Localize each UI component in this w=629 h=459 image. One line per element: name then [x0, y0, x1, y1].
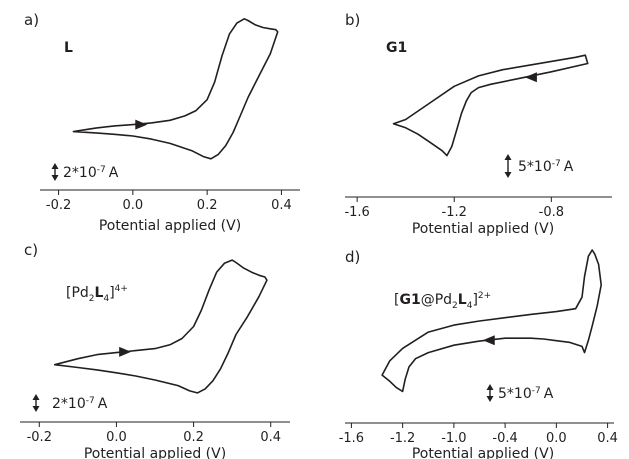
panel-a-scale-label: 2*10-7 A — [63, 165, 119, 181]
panel-d-scale-arrow-down — [486, 396, 494, 402]
panel-c-cv-trace — [53, 259, 268, 394]
panel-d-compound-post-sub: 4 — [467, 301, 473, 311]
panel-b-letter: b) — [345, 11, 360, 29]
panel-a-compound: L — [64, 40, 73, 56]
panel-d-bracket-open: [ — [394, 292, 399, 308]
panel-d-scale-label: 5*10-7 A — [498, 386, 554, 402]
panel-d-cv-trace — [381, 249, 602, 393]
panel-c-letter: c) — [24, 241, 38, 259]
panel-b-tick-label: -1.6 — [344, 205, 369, 220]
panel-c-scan-arrow — [119, 346, 132, 357]
panel-c-scale-exp: -7 — [86, 396, 95, 406]
panel-c-scale-value: 2*10 — [52, 396, 86, 412]
panel-b-plot: -1.6 -1.2 -0.8 — [344, 54, 612, 220]
panel-d-scale-exp: -7 — [532, 386, 541, 396]
panel-d-tick-label: 0.0 — [546, 431, 567, 446]
panel-c-tick-label: 0.4 — [260, 430, 281, 445]
panel-c-tick-label: 0.0 — [106, 430, 127, 445]
panel-a-xlabel: Potential applied (V) — [99, 218, 241, 234]
panel-d-scale-value: 5*10 — [498, 386, 532, 402]
panel-a-scale-value: 2*10 — [63, 165, 97, 181]
panel-a-scale-unit: A — [109, 165, 119, 181]
panel-a-tick-label: 0.0 — [123, 198, 144, 213]
panel-b-xlabel: Potential applied (V) — [412, 221, 554, 237]
panel-c-scale-label: 2*10-7 A — [52, 396, 108, 412]
panel-d-tick-label: -0.4 — [492, 431, 517, 446]
panel-c-plot: -0.2 0.0 0.2 0.4 — [20, 259, 290, 445]
panel-b-scale-arrow-down — [504, 172, 512, 178]
panel-d-xlabel: Potential applied (V) — [412, 446, 554, 459]
panel-c-tick-label: 0.2 — [183, 430, 204, 445]
panel-d-compound-mid: @Pd — [421, 292, 452, 308]
panel-b-compound: G1 — [386, 40, 407, 56]
panel-c-bracket-close: ] — [109, 285, 114, 301]
panel-d-plot: -1.6 -1.2 -1.0 -0.4 0.0 0.4 — [339, 249, 618, 446]
panel-c-xlabel: Potential applied (V) — [84, 446, 226, 459]
panel-d-scale-unit: A — [544, 386, 554, 402]
panel-a: a) L -0.2 0.0 0.2 0.4 2*10-7 A Potential app… — [24, 11, 300, 234]
panel-b-scale-arrow-up — [504, 154, 512, 160]
panel-b-scan-arrow — [524, 72, 537, 83]
panel-d-compound-bold2: L — [458, 292, 467, 308]
panel-d-letter: d) — [345, 248, 360, 266]
panel-b-scale-unit: A — [564, 159, 574, 175]
panel-d-compound-post-sup: 2+ — [478, 291, 491, 301]
panel-b-scale-label: 5*10-7 A — [518, 159, 574, 175]
panel-a-cv-trace — [72, 18, 279, 160]
panel-a-letter: a) — [24, 11, 39, 29]
panel-b: b) G1 -1.6 -1.2 -0.8 5*10-7 A Potential app… — [344, 11, 612, 237]
panel-b-scale-value: 5*10 — [518, 159, 552, 175]
panel-c-scale-arrow-up — [32, 394, 40, 400]
panel-a-plot: -0.2 0.0 0.2 0.4 — [40, 18, 300, 213]
panel-c: c) [Pd2L4]4+ -0.2 0.0 0.2 0.4 2*10-7 A Poten… — [20, 241, 290, 459]
panel-d: d) [G1@Pd2L4]2+ -1.6 -1.2 -1.0 -0.4 0.0 0.4 5… — [339, 248, 618, 459]
panel-b-tick-label: -1.2 — [442, 205, 467, 220]
panel-d-tick-label: 0.4 — [597, 431, 618, 446]
panel-c-scale: 2*10-7 A — [32, 394, 108, 412]
panel-a-scale: 2*10-7 A — [51, 163, 119, 181]
panel-a-tick-label: -0.2 — [46, 198, 71, 213]
panel-a-scale-arrow-up — [51, 163, 59, 169]
panel-a-scan-arrow — [135, 119, 148, 130]
panel-a-tick-label: 0.2 — [197, 198, 218, 213]
panel-d-tick-label: -1.6 — [339, 431, 364, 446]
panel-d-compound: [G1@Pd2L4]2+ — [394, 291, 491, 311]
panel-d-scale-arrow-up — [486, 384, 494, 390]
panel-a-tick-label: 0.4 — [271, 198, 292, 213]
panel-c-compound-bold: L — [95, 285, 104, 301]
panel-d-scale: 5*10-7 A — [486, 384, 554, 402]
panel-c-compound-post-sup: 4+ — [115, 284, 128, 294]
panel-b-cv-trace — [392, 54, 589, 157]
panel-a-scale-exp: -7 — [97, 165, 106, 175]
panel-c-scale-unit: A — [98, 396, 108, 412]
panel-d-tick-label: -1.2 — [390, 431, 415, 446]
panel-d-compound-bold: G1 — [399, 292, 420, 308]
panel-c-compound-pre-sub: 2 — [89, 294, 95, 304]
panel-c-compound-pre: [Pd — [66, 285, 89, 301]
panel-a-scale-arrow-down — [51, 175, 59, 181]
panel-c-compound-post-sub: 4 — [103, 294, 109, 304]
panel-b-scale-exp: -7 — [552, 159, 561, 169]
panel-d-tick-label: -1.0 — [441, 431, 466, 446]
panel-d-compound-mid-sub: 2 — [452, 301, 458, 311]
panel-d-bracket-close: ] — [472, 292, 477, 308]
panel-c-scale-arrow-down — [32, 406, 40, 412]
panel-c-tick-label: -0.2 — [27, 430, 52, 445]
panel-c-compound: [Pd2L4]4+ — [66, 284, 128, 304]
panel-d-scan-arrow — [482, 335, 495, 346]
panel-b-scale: 5*10-7 A — [504, 154, 574, 178]
panel-b-tick-label: -0.8 — [539, 205, 564, 220]
